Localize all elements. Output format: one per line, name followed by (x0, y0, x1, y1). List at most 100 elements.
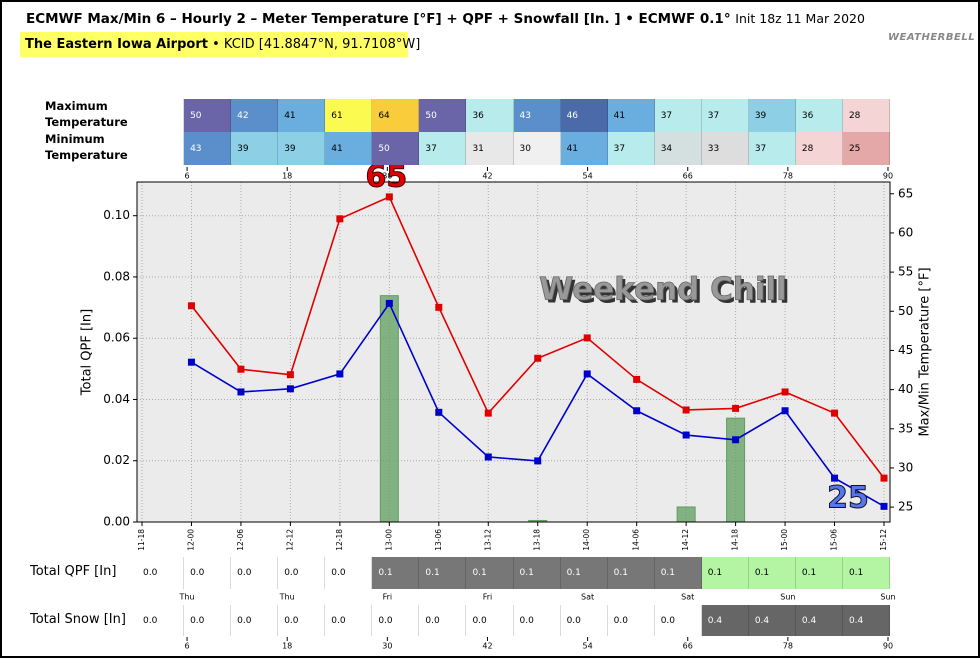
table-cell: 0.0 (325, 557, 373, 589)
init-time: Init 18z 11 Mar 2020 (735, 11, 865, 26)
peak-label: 65 (365, 160, 407, 195)
title: ECMWF Max/Min 6 – Hourly 2 – Meter Tempe… (26, 11, 731, 27)
table-cell: 28 (842, 99, 890, 132)
plot-frame (136, 181, 891, 523)
table-cell: 0.0 (607, 605, 655, 636)
temperature-marker (831, 474, 839, 482)
table-cell: 50 (372, 132, 420, 165)
day-label: Sat (581, 593, 594, 602)
hour-tick-label: 90 (883, 172, 893, 181)
hour-tick-label: 66 (683, 642, 693, 651)
table-cell: 0.0 (654, 605, 702, 636)
temperature-marker (435, 408, 443, 416)
temperature-marker (682, 431, 690, 439)
x-tick-label: 15-12 (879, 529, 888, 551)
header-title: ECMWF Max/Min 6 – Hourly 2 – Meter Tempe… (26, 11, 865, 27)
hour-tick-label: 78 (783, 642, 793, 651)
table-cell: 0.1 (419, 557, 467, 589)
table-cell: 0.1 (842, 557, 890, 589)
table-cell: 41 (560, 132, 608, 165)
temperature-marker (534, 354, 542, 362)
temperature-marker (187, 302, 195, 310)
table-cell: 0.1 (513, 557, 561, 589)
table-cell: 0.0 (513, 605, 561, 636)
table-cell: 0.0 (137, 605, 185, 636)
table-cell: 0.0 (231, 605, 279, 636)
low-label: 25 (827, 481, 869, 516)
temperature-marker (187, 358, 195, 366)
table-cell: 28 (795, 132, 843, 165)
day-label: Fri (383, 593, 393, 602)
x-tick-label: 12-06 (236, 529, 245, 551)
temperature-marker (336, 215, 344, 223)
temperature-marker (732, 404, 740, 412)
table-cell: 34 (654, 132, 702, 165)
table-cell: 50 (184, 99, 232, 132)
table-cell: 61 (325, 99, 373, 132)
temperature-marker (732, 436, 740, 444)
y-tick-label: 0.10 (103, 208, 130, 222)
table-cell: 0.0 (184, 605, 232, 636)
day-label: Sat (681, 593, 694, 602)
temperature-marker (286, 371, 294, 379)
table-cell: 30 (513, 132, 561, 165)
y2-tick-label: 65 (898, 186, 913, 200)
table-cell: 37 (701, 99, 749, 132)
table-cell: 0.0 (137, 557, 185, 589)
hour-tick-label: 6 (185, 172, 190, 181)
y-tick-label: 0.04 (103, 392, 130, 406)
y2-tick-label: 40 (898, 382, 913, 396)
table-cell (137, 99, 185, 132)
qpf-bar (726, 417, 746, 523)
table-cell: 0.1 (372, 557, 420, 589)
hour-tick-label: 42 (482, 172, 492, 181)
table-cell: 64 (372, 99, 420, 132)
x-tick-label: 13-06 (434, 529, 443, 551)
x-tick-label: 14-12 (681, 529, 690, 551)
table-cell: 0.1 (795, 557, 843, 589)
temperature-marker (633, 375, 641, 383)
station: • KCID [41.8847°N, 91.7108°W] (212, 37, 421, 52)
day-label: Fri (483, 593, 493, 602)
day-label: Sun (780, 593, 795, 602)
hour-tick-label: 66 (683, 172, 693, 181)
table-cell: 37 (419, 132, 467, 165)
table-cell: 50 (419, 99, 467, 132)
y-axis-label: Total QPF [In] (80, 309, 95, 396)
hour-tick-label: 6 (185, 642, 190, 651)
table-cell: 0.1 (654, 557, 702, 589)
table-cell: 0.4 (842, 605, 890, 636)
table-cell: 36 (795, 99, 843, 132)
table-cell: 39 (278, 132, 326, 165)
table-cell: 0.1 (607, 557, 655, 589)
hour-tick-label: 54 (583, 642, 593, 651)
table-cell: 36 (466, 99, 514, 132)
hour-tick-label: 78 (783, 172, 793, 181)
y2-tick-label: 25 (898, 500, 913, 514)
table-cell: 0.1 (560, 557, 608, 589)
table-cell: 41 (325, 132, 373, 165)
plot-area (137, 182, 890, 522)
y-tick-label: 0.06 (103, 331, 130, 345)
temperature-marker (880, 502, 888, 510)
y2-tick-label: 60 (898, 225, 913, 239)
y2-axis-label: Max/Min Temperature [°F] (918, 267, 933, 436)
table-cell: 39 (231, 132, 279, 165)
table-cell: 0.4 (795, 605, 843, 636)
table-cell: 25 (842, 132, 890, 165)
y2-tick-label: 50 (898, 304, 913, 318)
hour-tick-label: 30 (382, 642, 392, 651)
table-cell: 42 (231, 99, 279, 132)
day-label: Sun (880, 593, 895, 602)
x-tick-label: 13-18 (533, 529, 542, 551)
y2-tick-label: 35 (898, 421, 913, 435)
temperature-marker (880, 474, 888, 482)
hour-tick-label: 18 (282, 172, 292, 181)
hour-tick-label: 90 (883, 642, 893, 651)
x-tick-label: 14-18 (731, 529, 740, 551)
table-cell: 0.0 (278, 605, 326, 636)
location-box: The Eastern Iowa Airport • KCID [41.8847… (20, 32, 420, 57)
note-shadow: Weekend Chill (542, 275, 790, 311)
temperature-marker (336, 370, 344, 378)
